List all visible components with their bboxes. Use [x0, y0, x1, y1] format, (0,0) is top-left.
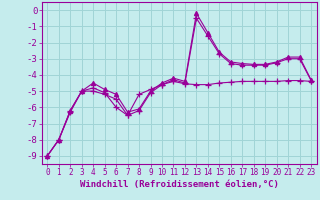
X-axis label: Windchill (Refroidissement éolien,°C): Windchill (Refroidissement éolien,°C)	[80, 180, 279, 189]
